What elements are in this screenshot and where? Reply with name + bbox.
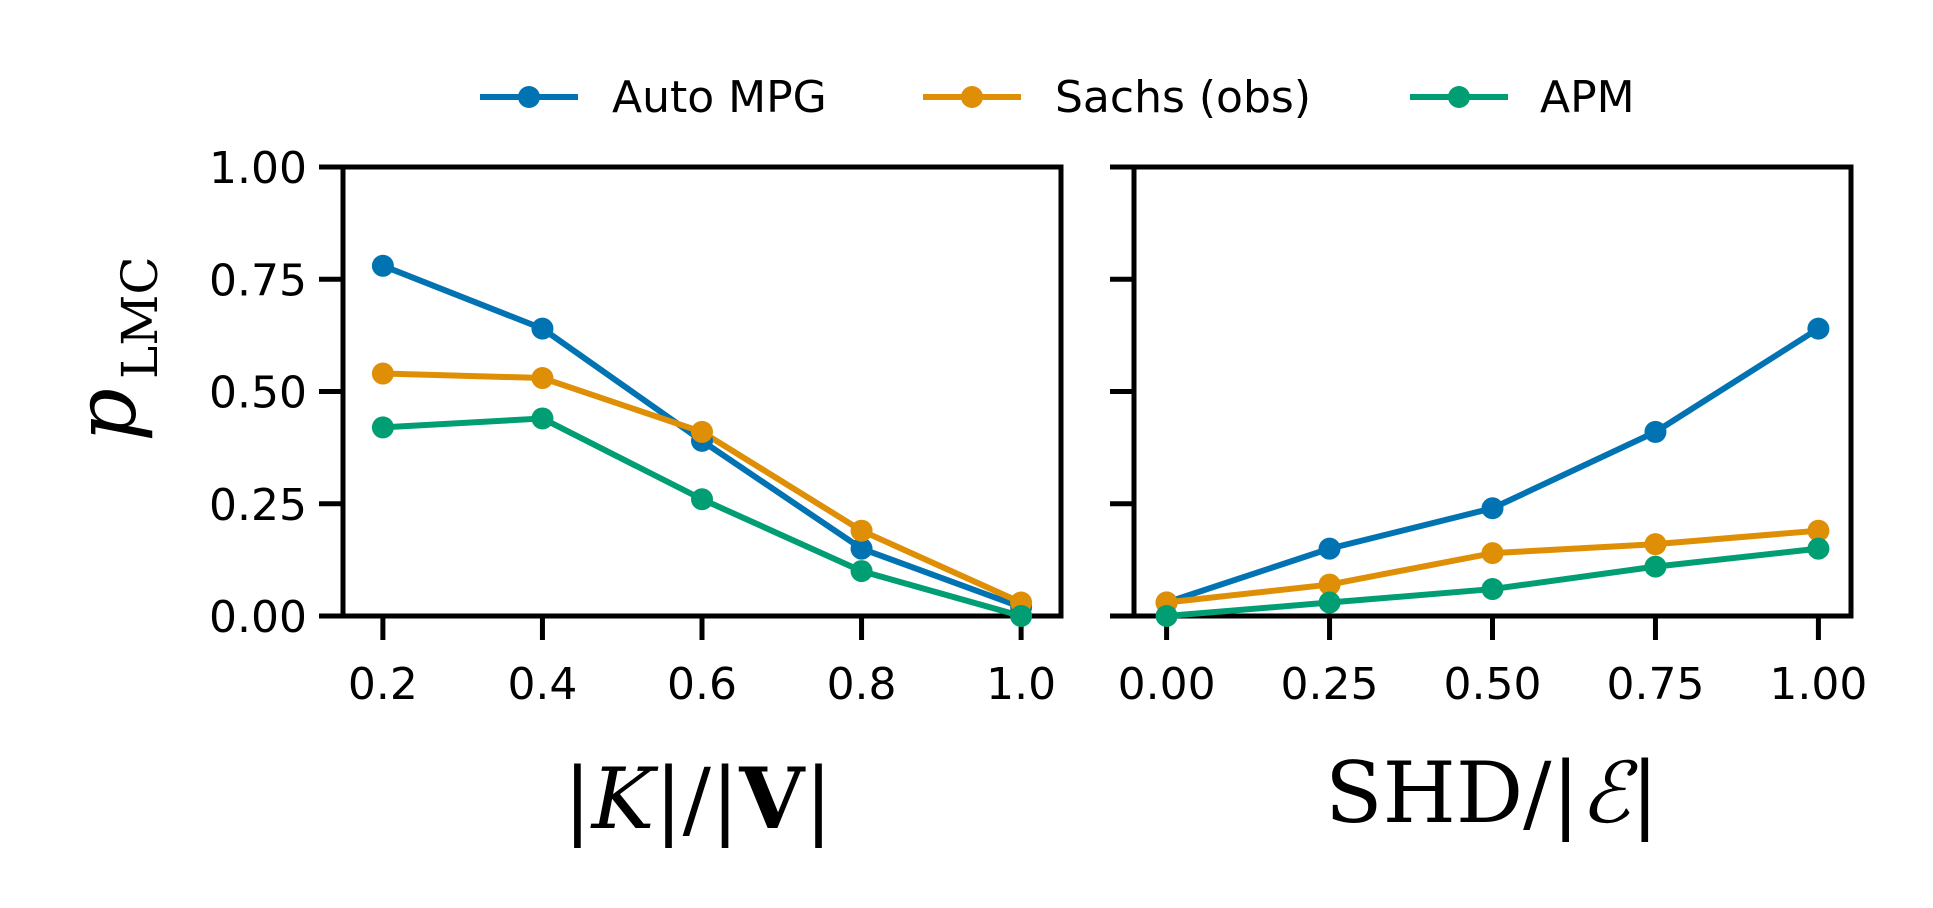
data-point-apm [691, 488, 713, 511]
data-point-apm [1644, 555, 1667, 578]
data-point-auto-mpg [531, 317, 554, 340]
x-tick-label: 0.4 [507, 659, 577, 710]
x-tick-label: 0.6 [667, 659, 737, 710]
legend: Auto MPG Sachs (obs) APM [480, 72, 1635, 123]
data-point-apm [1010, 605, 1033, 627]
legend-label-auto-mpg: Auto MPG [612, 72, 827, 123]
data-point-sachs-obs [531, 367, 554, 390]
series-line-sachs-obs [379, 370, 1025, 606]
right-panel-x-axis-label: SHD/|ℰ| [1325, 744, 1659, 842]
data-point-sachs-obs [1481, 542, 1504, 565]
y-tick-label: 0.75 [209, 255, 307, 306]
y-axis-label: p LMC [57, 256, 169, 442]
data-point-apm [1481, 578, 1504, 601]
legend-label-sachs-obs: Sachs (obs) [1055, 72, 1311, 123]
right-panel-x-ticks: 0.00 0.25 0.50 0.75 1.00 [1118, 616, 1867, 710]
left-panel: 0.00 0.25 0.50 0.75 1.00 0.2 0.4 0.6 0.8 1.0 |K|… [209, 143, 1064, 848]
left-panel-frame [340, 164, 1064, 619]
data-point-apm [371, 416, 394, 439]
legend-label-apm: APM [1540, 72, 1635, 123]
left-panel-x-ticks: 0.2 0.4 0.6 0.8 1.0 [348, 616, 1056, 710]
data-point-apm [1807, 537, 1830, 560]
x-tick-label: 0.00 [1118, 659, 1216, 710]
y-axis-label-subscript: LMC [111, 256, 169, 379]
data-point-auto-mpg [1481, 497, 1504, 520]
x-tick-label: 0.50 [1444, 659, 1542, 710]
data-point-auto-mpg [371, 254, 394, 277]
y-tick-label: 1.00 [209, 143, 307, 194]
left-panel-series [371, 254, 1033, 627]
x-tick-label: 1.0 [986, 659, 1056, 710]
data-point-auto-mpg [1644, 420, 1667, 443]
right-panel-y-ticks [1110, 164, 1134, 619]
y-tick-label: 0.25 [209, 480, 307, 531]
data-point-sachs-obs [850, 519, 873, 542]
x-tick-label: 0.2 [348, 659, 418, 710]
data-point-sachs-obs [1318, 573, 1341, 596]
data-point-auto-mpg [1807, 317, 1830, 340]
right-panel: 0.00 0.25 0.50 0.75 1.00 SHD/|ℰ| [1110, 164, 1867, 842]
data-point-auto-mpg [850, 537, 873, 560]
legend-item-apm: APM [1410, 72, 1635, 123]
legend-marker-apm [1448, 86, 1470, 108]
data-point-auto-mpg [1318, 537, 1341, 560]
data-point-apm [850, 560, 873, 583]
data-point-apm [1318, 591, 1341, 614]
x-tick-label: 1.00 [1769, 659, 1867, 710]
data-point-apm [1155, 605, 1178, 627]
data-point-sachs-obs [1807, 519, 1830, 542]
x-tick-label: 0.8 [827, 659, 897, 710]
legend-item-auto-mpg: Auto MPG [480, 72, 827, 123]
data-point-sachs-obs [691, 420, 713, 443]
y-axis-label-main: p [57, 388, 155, 442]
legend-marker-auto-mpg [518, 86, 540, 108]
legend-marker-sachs-obs [961, 86, 983, 108]
legend-item-sachs-obs: Sachs (obs) [923, 72, 1311, 123]
data-point-sachs-obs [1644, 533, 1667, 556]
left-panel-y-ticks: 0.00 0.25 0.50 0.75 1.00 [209, 143, 343, 643]
right-panel-series [1155, 317, 1830, 627]
y-tick-label: 0.50 [209, 368, 307, 419]
left-panel-x-axis-label: |K|/|V| [563, 749, 832, 848]
x-tick-label: 0.25 [1281, 659, 1379, 710]
data-point-sachs-obs [371, 362, 394, 385]
data-point-apm [531, 407, 554, 430]
y-tick-label: 0.00 [209, 592, 307, 643]
x-tick-label: 0.75 [1606, 659, 1704, 710]
